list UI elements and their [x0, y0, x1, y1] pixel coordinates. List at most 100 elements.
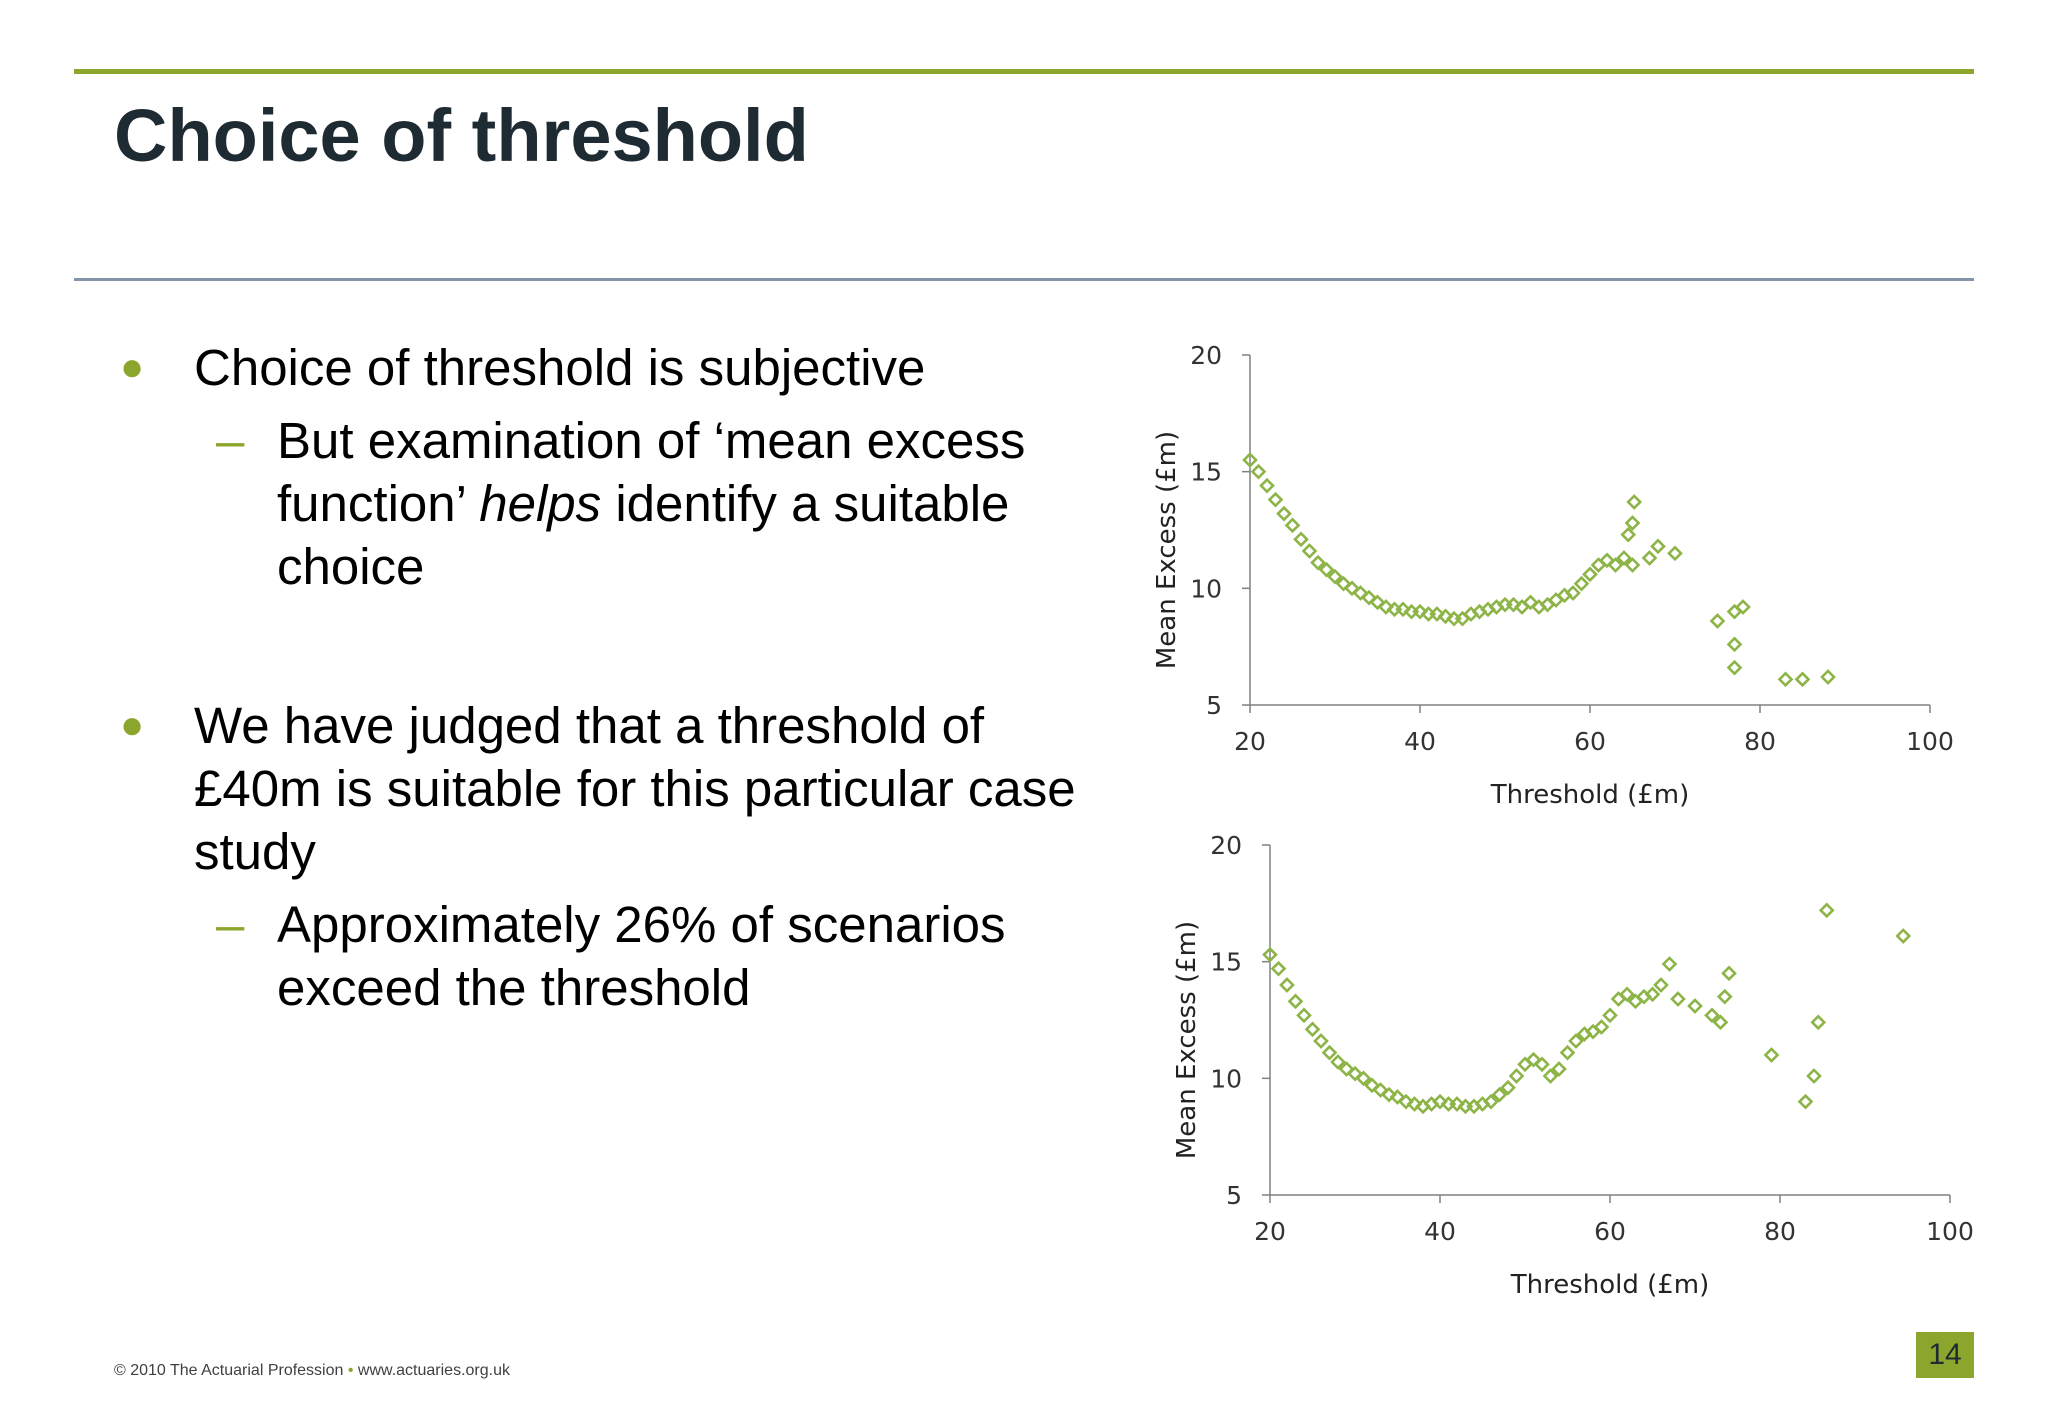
data-point	[1568, 1033, 1584, 1049]
bullet-dot-icon: ●	[120, 703, 145, 747]
data-point	[1347, 1065, 1363, 1082]
data-point	[1318, 561, 1335, 578]
data-point	[1522, 594, 1539, 611]
data-point	[1602, 1007, 1618, 1024]
title-bottom-rule	[74, 278, 1974, 281]
data-point	[1806, 1068, 1822, 1084]
data-point	[1667, 545, 1683, 562]
data-point	[1644, 986, 1661, 1003]
data-point	[1573, 575, 1590, 592]
data-point	[1505, 596, 1522, 613]
data-point	[1559, 1044, 1576, 1061]
data-point	[1641, 550, 1658, 566]
y-tick-label: 15	[1210, 948, 1242, 977]
x-tick-label: 40	[1424, 1217, 1456, 1246]
data-point	[1293, 531, 1309, 548]
mean-excess-chart-top: 20 40 60 80 100 5 10 15 20 Threshold (£m) Mean Exc…	[1152, 341, 1954, 810]
x-tick-label: 80	[1744, 727, 1776, 756]
data-point	[1250, 463, 1267, 480]
bullet-text: Choice of threshold is subjective	[194, 339, 926, 396]
sub-bullet-text-part: But examination of ‘mean excess function…	[277, 412, 1026, 532]
mean-excess-chart-bottom: 20 40 60 80 100 5 10 15 20 Threshold (£m) Mean Exc…	[1172, 831, 1974, 1300]
data-point	[1726, 636, 1743, 653]
data-point	[1542, 1068, 1559, 1084]
bullet-item: ● We have judged that a threshold of £40…	[120, 694, 1080, 883]
data-point	[1344, 580, 1360, 597]
data-point	[1352, 585, 1369, 601]
data-point	[1565, 585, 1581, 601]
data-point	[1372, 1082, 1389, 1098]
data-point	[1620, 526, 1637, 543]
sub-bullet-item: – Approximately 26% of scenarios exceed …	[120, 893, 1080, 1019]
data-point	[1406, 1096, 1423, 1112]
data-point	[1284, 517, 1301, 534]
data-point	[1616, 550, 1632, 566]
data-point	[1338, 1061, 1355, 1077]
y-tick-label: 10	[1210, 1064, 1242, 1093]
website-link: www.actuaries.org.uk	[357, 1362, 510, 1379]
sub-bullet-item: – But examination of ‘mean excess functi…	[120, 409, 1080, 598]
x-tick-label: 60	[1594, 1217, 1626, 1246]
data-point	[1624, 557, 1641, 573]
data-point	[1820, 669, 1836, 685]
data-point	[1296, 1007, 1312, 1024]
data-point	[1276, 505, 1292, 522]
data-point	[1330, 1054, 1346, 1070]
data-point	[1304, 1021, 1321, 1038]
data-point	[1650, 538, 1666, 555]
data-point	[1262, 946, 1278, 963]
data-point	[1398, 1093, 1414, 1110]
footer: © 2010 The Actuarial Profession • www.ac…	[114, 1362, 510, 1380]
data-point	[1670, 991, 1686, 1007]
data-point	[1624, 515, 1641, 531]
y-tick-label: 20	[1210, 831, 1242, 860]
data-point	[1661, 956, 1678, 972]
data-point	[1534, 1056, 1550, 1073]
data-point	[1508, 1068, 1525, 1084]
data-point	[1797, 1093, 1814, 1110]
data-point	[1449, 1096, 1465, 1112]
data-point	[1582, 566, 1598, 583]
data-point	[1721, 965, 1737, 982]
data-point	[1483, 1093, 1499, 1110]
data-point	[1287, 993, 1304, 1010]
data-point	[1726, 659, 1743, 676]
data-point	[1619, 986, 1635, 1003]
y-axis-title: Mean Excess (£m)	[1172, 921, 1202, 1159]
sub-bullet-emphasis: helps	[479, 475, 602, 532]
data-point	[1716, 988, 1733, 1005]
sub-bullet-text-part: identify a suitable choice	[277, 475, 1010, 595]
data-point	[1267, 491, 1284, 508]
data-point	[1310, 554, 1326, 571]
y-tick-label: 20	[1190, 341, 1222, 370]
data-point	[1381, 1086, 1397, 1103]
data-point	[1500, 1079, 1516, 1096]
data-point	[1593, 1019, 1610, 1035]
sub-bullet-text: Approximately 26% of scenarios exceed th…	[277, 896, 1006, 1016]
data-point	[1626, 494, 1643, 510]
x-tick-label: 60	[1574, 727, 1606, 756]
title-top-rule	[74, 69, 1974, 74]
y-tick-label: 15	[1190, 458, 1222, 487]
data-point	[1712, 1014, 1729, 1031]
x-tick-label: 100	[1926, 1217, 1974, 1246]
x-tick-label: 80	[1764, 1217, 1796, 1246]
data-point	[1704, 1007, 1720, 1024]
data-point	[1327, 568, 1343, 585]
x-tick-label: 100	[1906, 727, 1954, 756]
data-point	[1259, 477, 1275, 494]
data-point	[1270, 960, 1287, 977]
data-point	[1687, 998, 1703, 1014]
data-point	[1242, 452, 1258, 468]
x-axis-title: Threshold (£m)	[1510, 1270, 1710, 1300]
bullet-dot-icon: ●	[120, 345, 145, 389]
data-point	[1313, 1033, 1329, 1049]
y-tick-label: 5	[1206, 691, 1222, 720]
data-point	[1818, 902, 1835, 919]
bullet-item: ● Choice of threshold is subjective	[120, 336, 1080, 399]
data-point	[1364, 1077, 1380, 1094]
data-point	[1395, 601, 1411, 618]
page-number: 14	[1916, 1332, 1974, 1378]
copyright-text: © 2010 The Actuarial Profession	[114, 1362, 344, 1379]
bullet-list: ● Choice of threshold is subjective – Bu…	[120, 336, 1080, 1019]
